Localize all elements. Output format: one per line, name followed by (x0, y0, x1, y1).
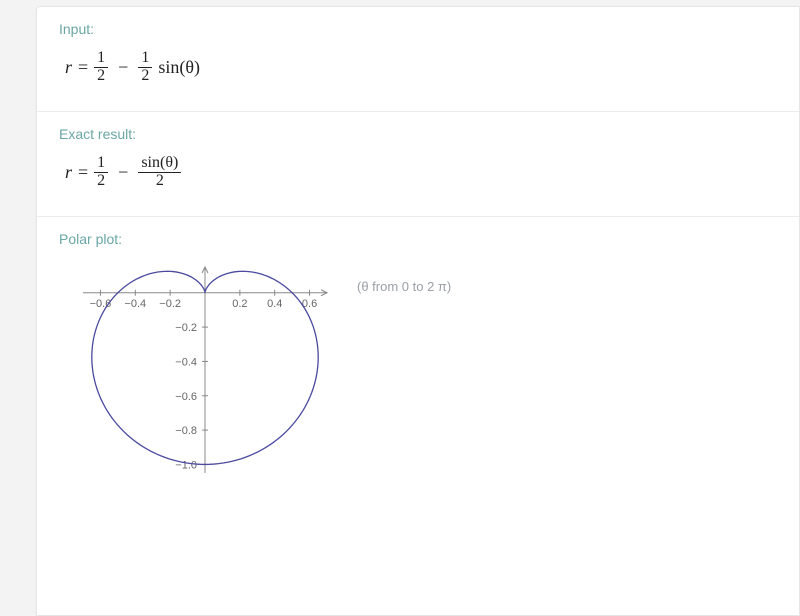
input-frac-1: 1 2 (94, 50, 108, 85)
svg-text:−0.2: −0.2 (159, 298, 181, 310)
svg-text:−0.6: −0.6 (175, 391, 197, 403)
theta-range-label: (θ from 0 to 2 π) (357, 279, 451, 294)
svg-text:−0.8: −0.8 (175, 425, 197, 437)
input-lhs: r (65, 57, 72, 78)
exact-frac-1: 1 2 (94, 155, 108, 190)
input-title: Input: (59, 21, 777, 37)
exact-section: Exact result: r = 1 2 − sin(θ) 2 (37, 112, 799, 217)
polar-plot: −0.6−0.4−0.20.20.40.6−0.2−0.4−0.6−0.8−1.… (65, 255, 345, 485)
input-trail: sin(θ) (158, 57, 200, 78)
plot-wrap: −0.6−0.4−0.20.20.40.6−0.2−0.4−0.6−0.8−1.… (59, 255, 777, 485)
result-card: Input: r = 1 2 − 1 2 sin(θ) Exact (36, 6, 800, 616)
input-frac-2: 1 2 (138, 50, 152, 85)
input-section: Input: r = 1 2 − 1 2 sin(θ) (37, 7, 799, 112)
exact-title: Exact result: (59, 126, 777, 142)
exact-frac2-num: sin(θ) (138, 155, 181, 172)
exact-frac2-den: 2 (153, 173, 167, 190)
exact-frac-2: sin(θ) 2 (138, 155, 181, 190)
input-eq: = (78, 57, 88, 78)
svg-text:0.4: 0.4 (267, 298, 282, 310)
polar-title: Polar plot: (59, 231, 777, 247)
svg-text:0.2: 0.2 (232, 298, 247, 310)
exact-lhs: r (65, 162, 72, 183)
svg-text:−0.4: −0.4 (124, 298, 146, 310)
exact-frac1-num: 1 (94, 155, 108, 172)
input-frac2-num: 1 (138, 50, 152, 67)
svg-text:−0.4: −0.4 (175, 356, 197, 368)
exact-eq: = (78, 162, 88, 183)
svg-text:−0.2: −0.2 (175, 322, 197, 334)
exact-formula: r = 1 2 − sin(θ) 2 (59, 150, 777, 194)
page: Input: r = 1 2 − 1 2 sin(θ) Exact (0, 0, 800, 616)
exact-frac1-den: 2 (94, 173, 108, 190)
input-frac2-den: 2 (138, 68, 152, 85)
input-frac1-num: 1 (94, 50, 108, 67)
input-frac1-den: 2 (94, 68, 108, 85)
input-formula: r = 1 2 − 1 2 sin(θ) (59, 45, 777, 89)
exact-minus: − (114, 162, 132, 183)
polar-section: Polar plot: −0.6−0.4−0.20.20.40.6−0.2−0.… (37, 217, 799, 507)
input-minus: − (114, 57, 132, 78)
